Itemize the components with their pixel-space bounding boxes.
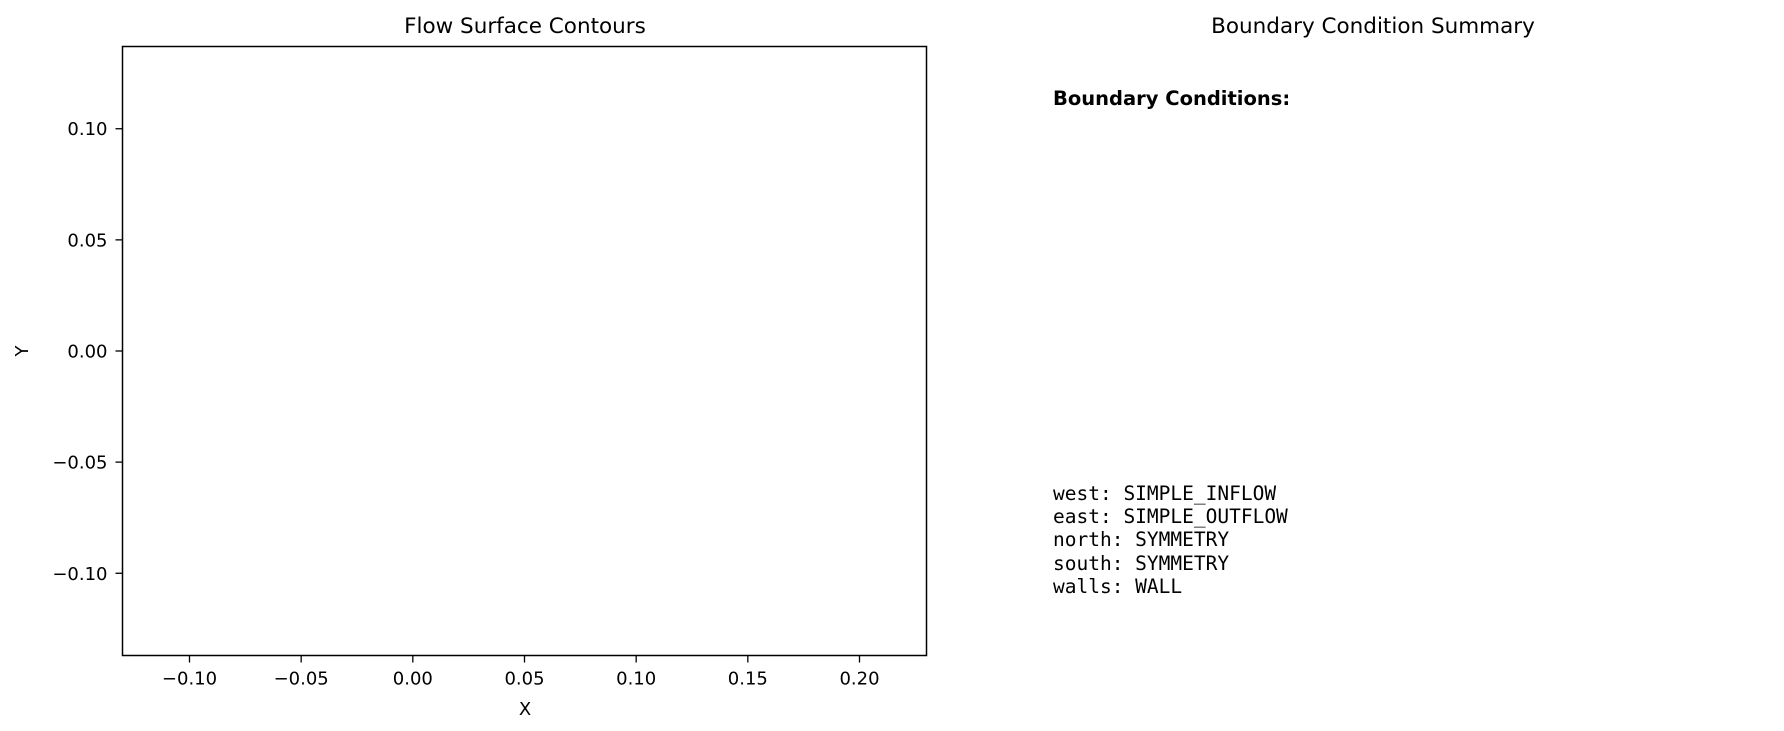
x-axis-ticks: −0.10 −0.05 0.00 0.05 0.10 0.15 0.20 bbox=[162, 655, 880, 690]
y-tick-label: 0.05 bbox=[67, 230, 107, 251]
plot-area-frame bbox=[121, 45, 928, 657]
boundary-condition-item: east: SIMPLE_OUTFLOW bbox=[1053, 505, 1288, 529]
y-axis-ticks: 0.10 0.05 0.00 −0.05 −0.10 bbox=[52, 119, 123, 585]
y-axis-label: Y bbox=[12, 345, 33, 358]
boundary-condition-item: north: SYMMETRY bbox=[1053, 528, 1230, 552]
y-tick-label: −0.10 bbox=[52, 564, 107, 585]
boundary-condition-item: west: SIMPLE_INFLOW bbox=[1053, 482, 1277, 505]
x-tick-label: 0.20 bbox=[839, 669, 879, 690]
x-tick-label: 0.10 bbox=[616, 669, 656, 690]
y-tick-label: 0.00 bbox=[67, 342, 107, 363]
boundary-summary-title: Boundary Condition Summary bbox=[1211, 14, 1535, 39]
boundary-condition-item: south: SYMMETRY bbox=[1053, 551, 1230, 575]
boundary-conditions-heading: Boundary Conditions: bbox=[1053, 87, 1291, 110]
boundary-condition-item: walls: WALL bbox=[1053, 574, 1183, 598]
y-tick-label: −0.05 bbox=[52, 453, 107, 474]
x-tick-label: −0.05 bbox=[274, 669, 329, 690]
x-tick-label: 0.15 bbox=[728, 669, 768, 690]
y-tick-label: 0.10 bbox=[67, 119, 107, 140]
x-tick-label: 0.05 bbox=[504, 669, 544, 690]
x-axis-label: X bbox=[519, 699, 531, 720]
boundary-conditions-list: west: SIMPLE_INFLOW east: SIMPLE_OUTFLOW n… bbox=[1053, 482, 1288, 598]
x-tick-label: −0.10 bbox=[162, 669, 217, 690]
x-tick-label: 0.00 bbox=[393, 669, 433, 690]
contour-plot-title: Flow Surface Contours bbox=[404, 14, 646, 39]
